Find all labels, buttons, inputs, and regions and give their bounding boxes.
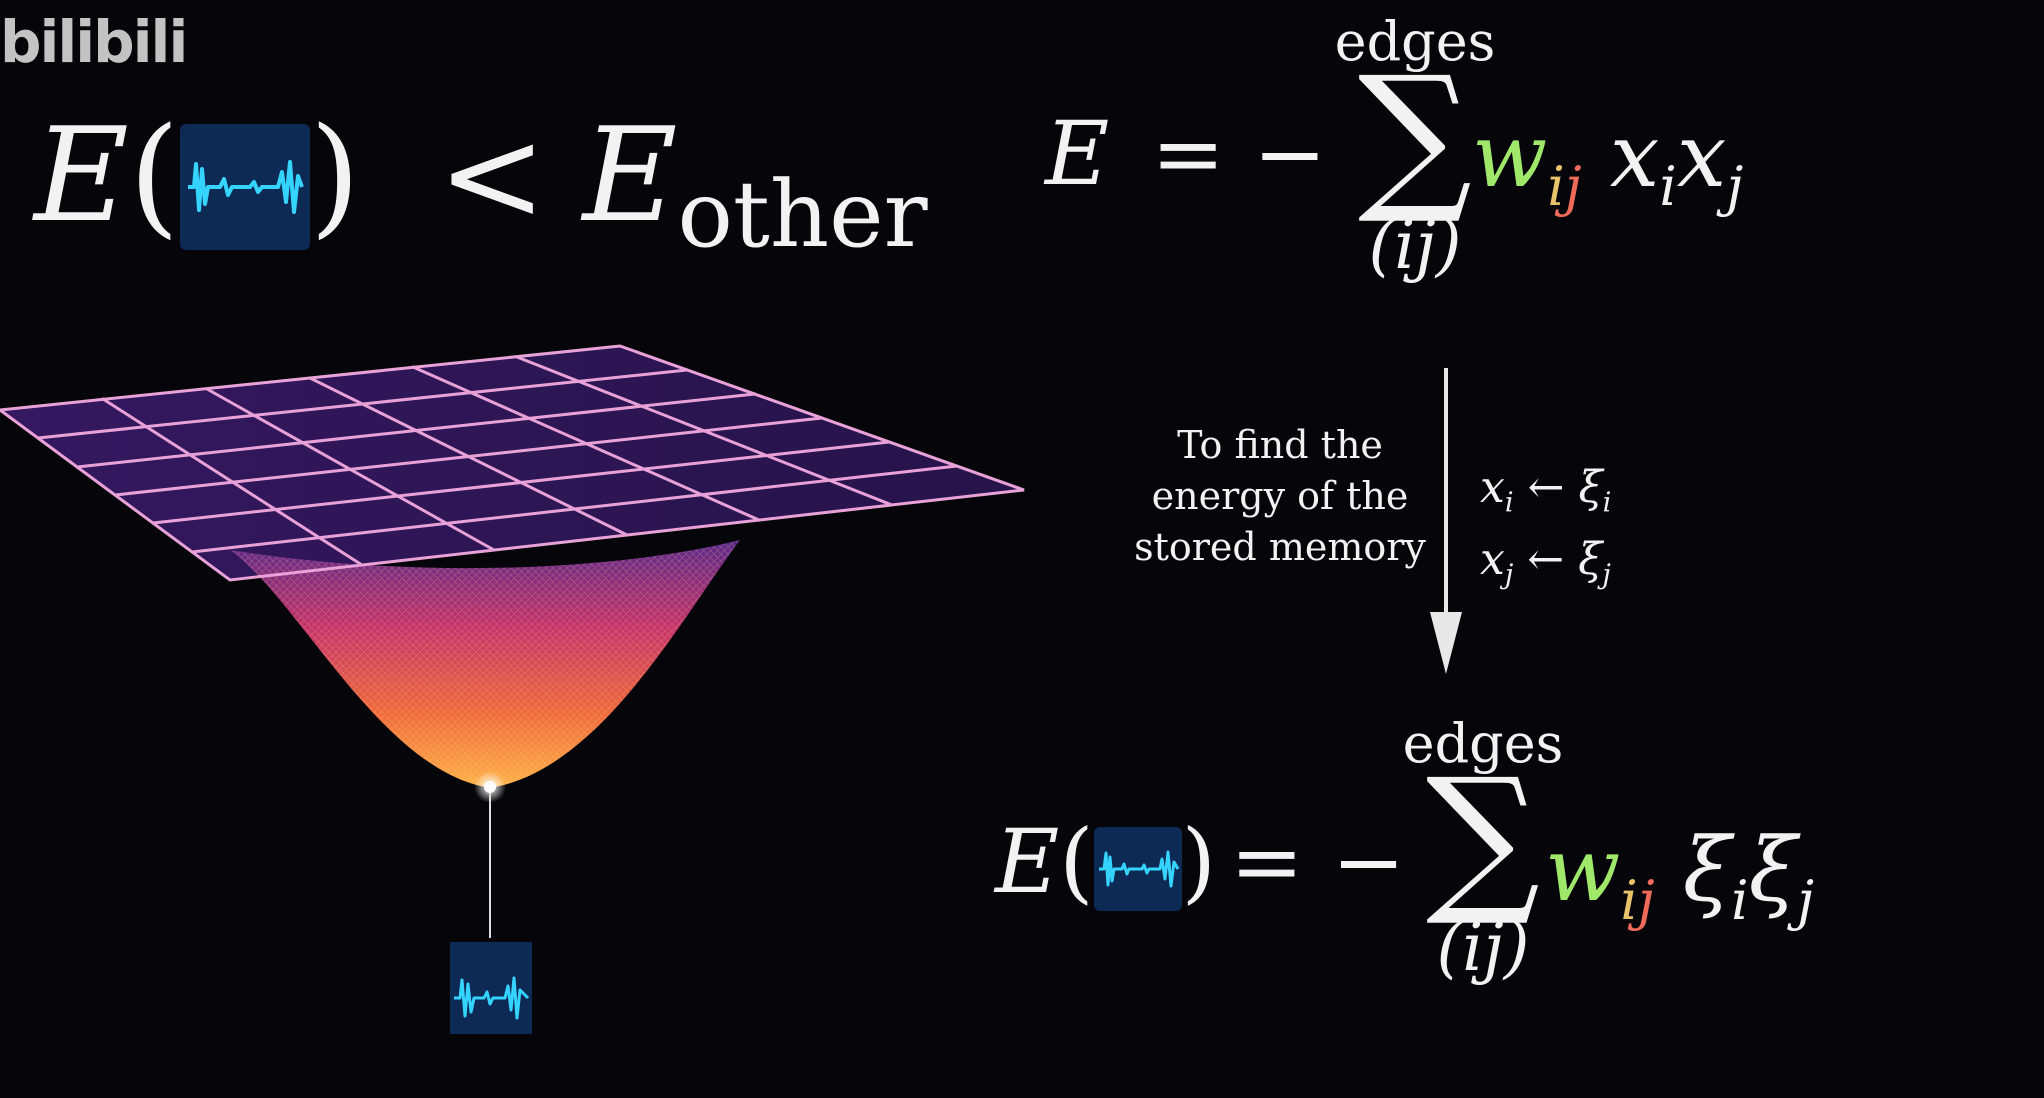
formula-top-x1: x <box>1609 104 1660 207</box>
inequality-rhs-sub: other <box>677 160 928 268</box>
inequality-lhs-e: E <box>34 99 129 251</box>
formula-top-x1-sub: i <box>1659 154 1677 219</box>
formula-top-x2-sub: j <box>1726 154 1744 219</box>
assignment-2-rhs: ξ <box>1578 533 1603 585</box>
well-minimum-point <box>484 781 496 793</box>
formula-top-sum-top: edges <box>1334 10 1496 73</box>
energy-well-mesh <box>230 540 740 788</box>
formula-top-w-j: j <box>1564 154 1582 219</box>
derivation-arrow-line <box>1444 368 1448 620</box>
assignment-1-lhs: x <box>1480 462 1505 513</box>
formula-top-w-i: i <box>1547 154 1565 219</box>
energy-formula-top: E = − <box>1045 110 1341 198</box>
assignment-2-arrow: ← <box>1527 533 1565 585</box>
formula-bottom-xi2-sub: j <box>1797 868 1814 933</box>
formula-top-w: w <box>1472 104 1548 207</box>
energy-formula-bottom: E( ) = − <box>995 818 1419 912</box>
inequality-rparen: ) <box>309 99 361 251</box>
formula-bottom-w-i: i <box>1620 868 1638 933</box>
assignment-2-rhs-sub: j <box>1602 559 1611 591</box>
audio-waveform-icon <box>1093 827 1182 912</box>
note-line-2: energy of the <box>1151 474 1409 518</box>
assignment-1-rhs: ξ <box>1578 462 1603 513</box>
assignment-2-lhs-sub: j <box>1504 559 1514 591</box>
energy-landscape <box>0 344 1025 1034</box>
assignment-2-lhs: x <box>1480 533 1505 585</box>
formula-bottom-xi2: ξ <box>1748 818 1798 921</box>
stored-memory-audio-icon <box>450 942 532 1034</box>
formula-bottom-sum-bottom: (ij) <box>1436 909 1530 986</box>
formula-top-x2: x <box>1676 104 1727 207</box>
assignment-2: xj ← ξj <box>1480 532 1611 604</box>
less-than-sign: < <box>437 99 547 251</box>
assignment-1-arrow: ← <box>1527 462 1565 513</box>
formula-bottom-terms: wij ξiξj <box>1545 826 1814 928</box>
formula-bottom-sum: edges ∑ (ij) <box>1398 712 1568 986</box>
variable-assignments: xi ← ξi xj ← ξj <box>1480 460 1611 603</box>
formula-top-sum: edges ∑ (ij) <box>1330 0 1500 284</box>
formula-top-sum-bottom: (ij) <box>1368 207 1462 284</box>
formula-top-lhs: E <box>1045 102 1110 205</box>
note-line-3: stored memory <box>1134 525 1426 569</box>
assignment-1-lhs-sub: i <box>1504 487 1514 519</box>
formula-bottom-rparen: ) <box>1181 810 1216 913</box>
energy-inequality: E( ) < Eother <box>34 110 928 261</box>
assignment-1-rhs-sub: i <box>1602 487 1612 519</box>
formula-bottom-w: w <box>1545 818 1621 921</box>
formula-bottom-sum-top: edges <box>1402 712 1564 775</box>
formula-top-terms: wij xixj <box>1472 112 1743 214</box>
plane-grid <box>0 344 1025 582</box>
formula-bottom-sum-symbol: ∑ <box>1425 743 1541 930</box>
plane-surface <box>0 346 1024 580</box>
formula-bottom-eq: = − <box>1229 810 1406 913</box>
formula-top-eq: = − <box>1151 102 1327 205</box>
inequality-rhs-e: E <box>582 99 678 251</box>
note-line-1: To find the <box>1177 423 1383 467</box>
formula-bottom-lparen: ( <box>1059 810 1094 913</box>
bilibili-watermark: bilibili <box>0 8 188 76</box>
audio-waveform-icon <box>179 123 310 250</box>
derivation-arrow-head <box>1430 612 1462 674</box>
formula-bottom-w-j: j <box>1637 868 1655 933</box>
formula-bottom-lhs: E <box>995 810 1060 913</box>
formula-top-sum-symbol: ∑ <box>1357 41 1473 228</box>
assignment-1: xi ← ξi <box>1480 460 1611 532</box>
inequality-lparen: ( <box>128 99 180 251</box>
derivation-note: To find the energy of the stored memory <box>1130 420 1430 573</box>
formula-bottom-xi1: ξ <box>1682 818 1732 921</box>
formula-bottom-xi1-sub: i <box>1731 868 1749 933</box>
